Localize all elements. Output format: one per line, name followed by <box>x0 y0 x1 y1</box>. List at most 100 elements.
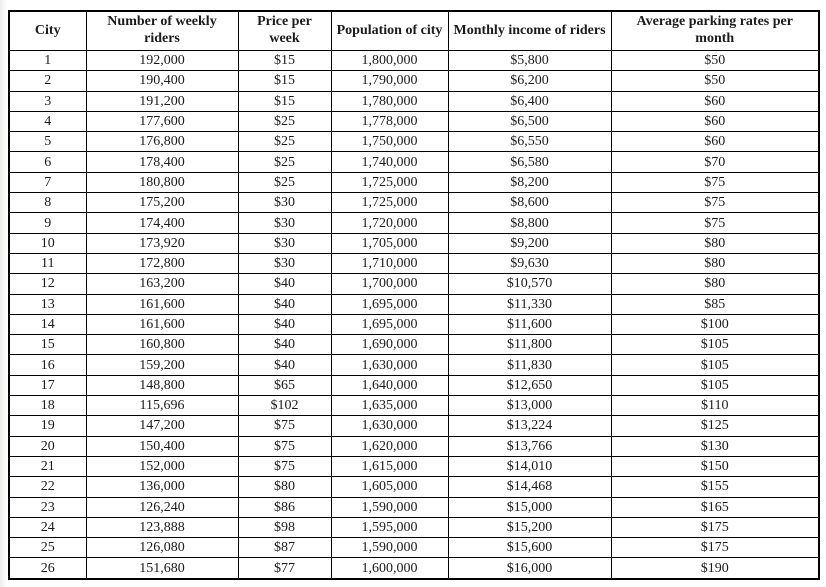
table-cell: $77 <box>237 557 332 580</box>
table-row: 1 192,000 $15 1,800,000 $5,800 $50 <box>8 49 820 72</box>
table-cell: $60 <box>610 131 820 153</box>
table-cell: 1,630,000 <box>330 354 449 376</box>
table-cell: 1,700,000 <box>330 273 449 295</box>
table-row: 3 191,200 $15 1,780,000 $6,400 $60 <box>8 90 820 112</box>
table-cell: $25 <box>237 110 332 133</box>
table-row: 10 173,920 $30 1,705,000 $9,200 $80 <box>8 232 820 254</box>
table-cell: 1,725,000 <box>330 171 449 194</box>
table-cell: $10,570 <box>447 273 612 295</box>
table-cell: 172,800 <box>85 252 239 275</box>
table-cell: 161,600 <box>85 313 239 336</box>
table-cell: $100 <box>610 313 820 336</box>
table-row: 22 136,000 $80 1,605,000 $14,468 $155 <box>8 476 820 498</box>
table-cell: $40 <box>237 313 332 336</box>
table-cell: $40 <box>237 334 332 356</box>
table-cell: $13,224 <box>447 415 612 437</box>
table-cell: 26 <box>8 557 87 580</box>
table-cell: 1,635,000 <box>330 395 449 417</box>
table-cell: $5,800 <box>447 49 612 72</box>
table-cell: 1,780,000 <box>330 90 449 112</box>
table-cell: 180,800 <box>85 171 239 194</box>
table-cell: 1 <box>8 49 87 72</box>
table-cell: 159,200 <box>85 354 239 376</box>
table-cell: 16 <box>8 354 87 376</box>
table-cell: 1,790,000 <box>330 70 449 92</box>
table-row: 14 161,600 $40 1,695,000 $11,600 $100 <box>8 313 820 336</box>
table-row: 5 176,800 $25 1,750,000 $6,550 $60 <box>8 131 820 153</box>
table-cell: 148,800 <box>85 374 239 397</box>
table-cell: $6,550 <box>447 131 612 153</box>
table-cell: 178,400 <box>85 151 239 173</box>
table-row: 8 175,200 $30 1,725,000 $8,600 $75 <box>8 192 820 214</box>
scan-edge-shading <box>0 0 7 587</box>
table-cell: 13 <box>8 293 87 315</box>
table-cell: 11 <box>8 252 87 275</box>
table-cell: $102 <box>237 395 332 417</box>
table-cell: $11,830 <box>447 354 612 376</box>
table-cell: $14,468 <box>447 476 612 498</box>
table-cell: $30 <box>237 212 332 234</box>
table-row: 6 178,400 $25 1,740,000 $6,580 $70 <box>8 151 820 173</box>
table-cell: 1,695,000 <box>330 293 449 315</box>
table-cell: 24 <box>8 516 87 539</box>
table-cell: $9,630 <box>447 252 612 275</box>
column-header-city: City <box>8 10 87 51</box>
table-cell: $8,600 <box>447 192 612 214</box>
table-cell: $75 <box>237 415 332 437</box>
table-cell: 190,400 <box>85 70 239 92</box>
table-row: 25 126,080 $87 1,590,000 $15,600 $175 <box>8 537 820 559</box>
table-cell: $6,200 <box>447 70 612 92</box>
table-cell: $12,650 <box>447 374 612 397</box>
table-cell: 174,400 <box>85 212 239 234</box>
table-cell: 22 <box>8 476 87 498</box>
table-cell: 173,920 <box>85 232 239 254</box>
table-cell: $50 <box>610 70 820 92</box>
table-cell: $80 <box>610 273 820 295</box>
table-cell: $70 <box>610 151 820 173</box>
table-cell: $40 <box>237 293 332 315</box>
table-cell: $105 <box>610 354 820 376</box>
table-cell: 1,800,000 <box>330 49 449 72</box>
table-cell: $15,200 <box>447 516 612 539</box>
table-cell: 6 <box>8 151 87 173</box>
table-cell: 1,590,000 <box>330 496 449 518</box>
table-cell: 1,710,000 <box>330 252 449 275</box>
table-cell: $105 <box>610 334 820 356</box>
table-cell: 4 <box>8 110 87 133</box>
table-cell: $125 <box>610 415 820 437</box>
table-cell: $130 <box>610 435 820 457</box>
table-cell: $15,000 <box>447 496 612 518</box>
table-cell: $25 <box>237 171 332 194</box>
table-cell: 18 <box>8 395 87 417</box>
table-cell: $15 <box>237 90 332 112</box>
table-cell: 115,696 <box>85 395 239 417</box>
table-cell: $75 <box>237 455 332 478</box>
table-cell: 17 <box>8 374 87 397</box>
table-cell: $11,330 <box>447 293 612 315</box>
table-cell: 1,615,000 <box>330 455 449 478</box>
table-row: 18 115,696 $102 1,635,000 $13,000 $110 <box>8 395 820 417</box>
table-cell: 1,705,000 <box>330 232 449 254</box>
table-row: 13 161,600 $40 1,695,000 $11,330 $85 <box>8 293 820 315</box>
table-cell: $190 <box>610 557 820 580</box>
table-row: 15 160,800 $40 1,690,000 $11,800 $105 <box>8 334 820 356</box>
table-cell: 176,800 <box>85 131 239 153</box>
table-cell: $155 <box>610 476 820 498</box>
table-cell: $15,600 <box>447 537 612 559</box>
table-cell: $80 <box>610 252 820 275</box>
table-row: 12 163,200 $40 1,700,000 $10,570 $80 <box>8 273 820 295</box>
table-cell: $8,200 <box>447 171 612 194</box>
table-cell: $25 <box>237 131 332 153</box>
table-cell: $80 <box>610 232 820 254</box>
table-row: 17 148,800 $65 1,640,000 $12,650 $105 <box>8 374 820 397</box>
table-cell: $11,600 <box>447 313 612 336</box>
table-row: 23 126,240 $86 1,590,000 $15,000 $165 <box>8 496 820 518</box>
table-cell: $30 <box>237 192 332 214</box>
column-header-parking-rates: Average parking rates per month <box>610 10 820 51</box>
table-cell: 1,750,000 <box>330 131 449 153</box>
table-cell: $16,000 <box>447 557 612 580</box>
table-cell: 5 <box>8 131 87 153</box>
table-cell: $25 <box>237 151 332 173</box>
table-cell: $9,200 <box>447 232 612 254</box>
table-cell: 1,605,000 <box>330 476 449 498</box>
